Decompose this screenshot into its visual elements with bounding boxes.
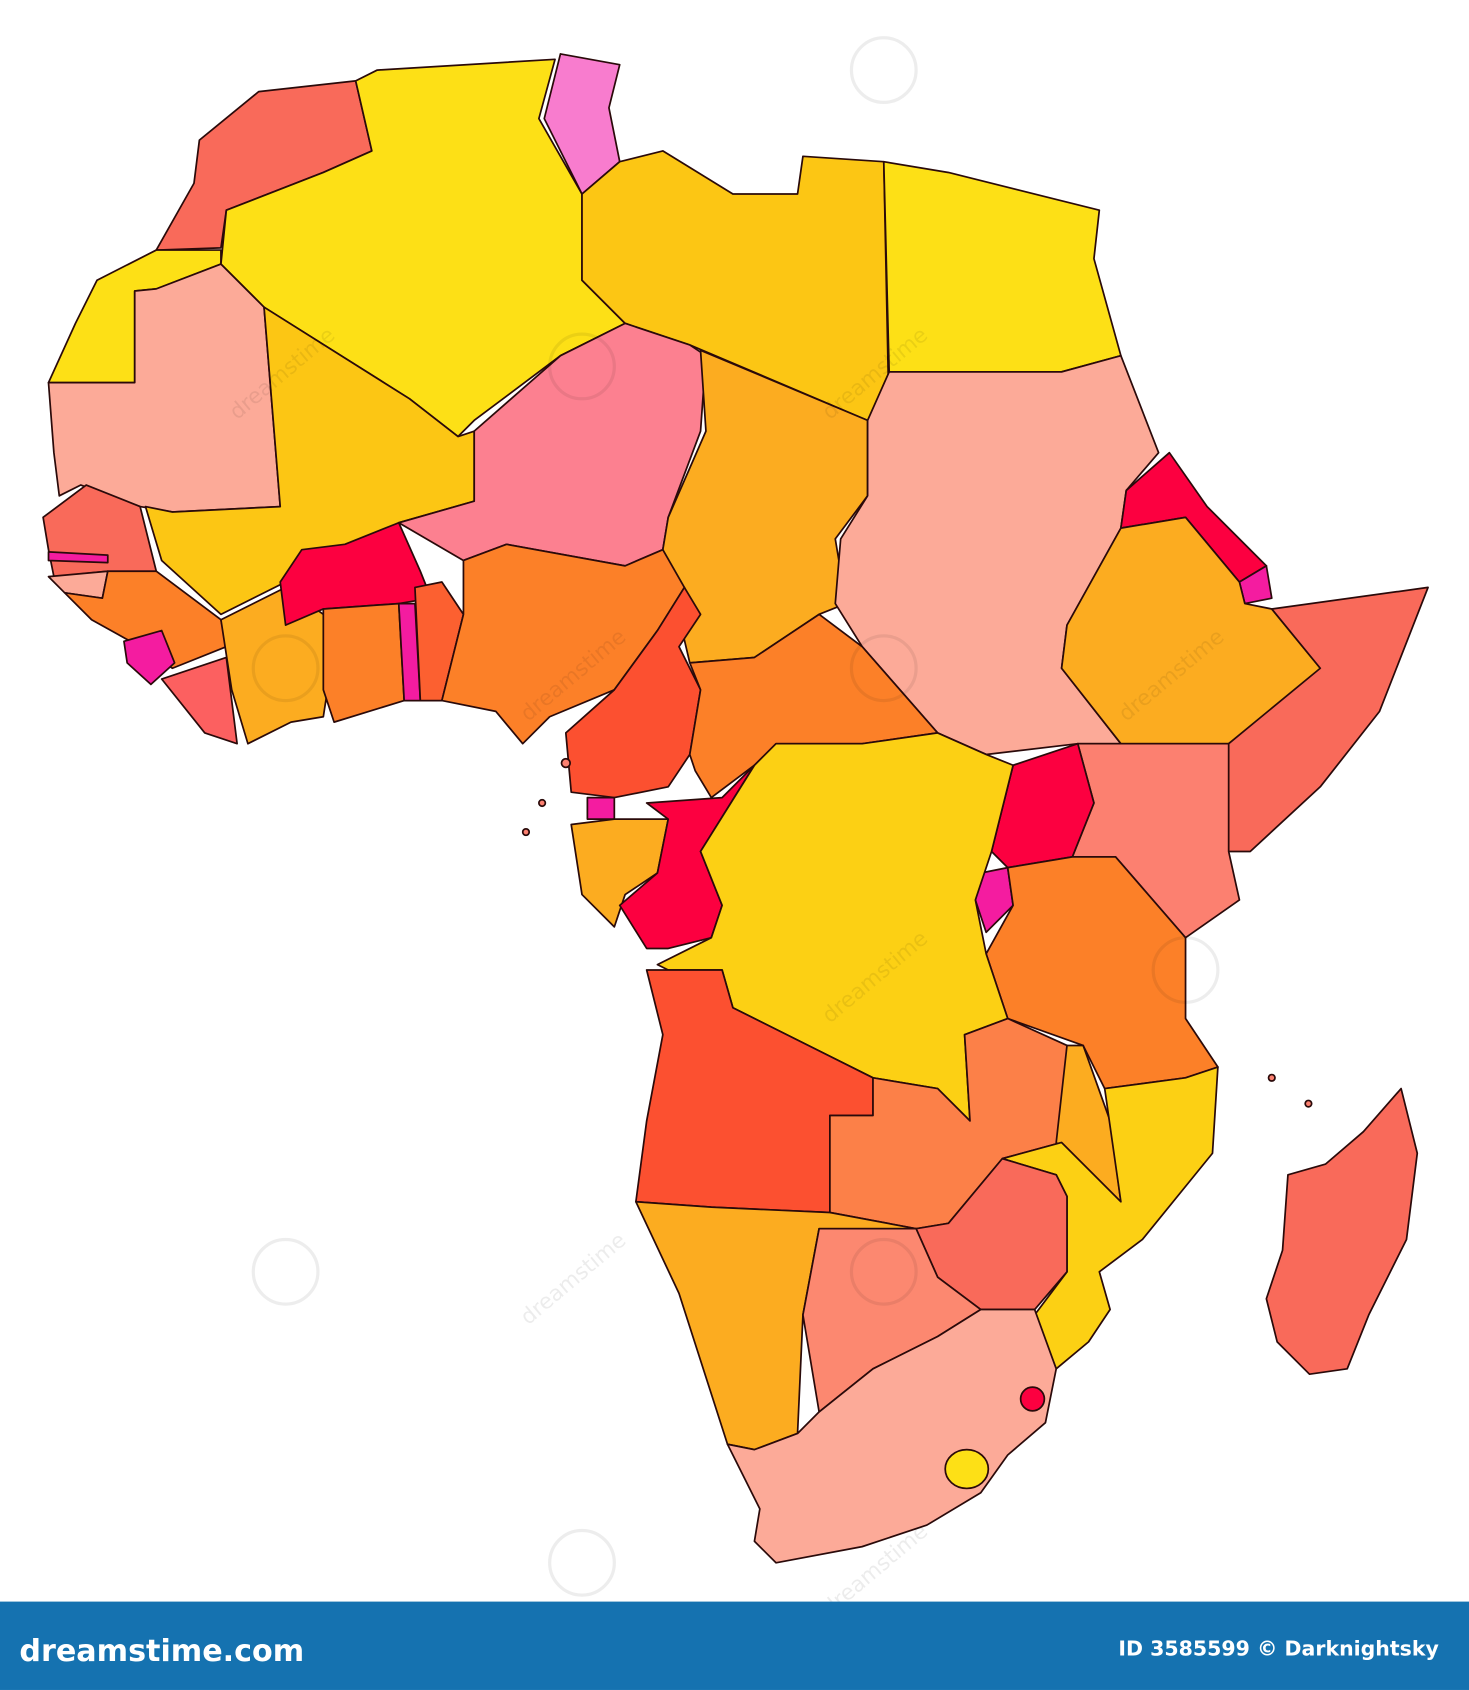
swaziland <box>1019 1386 1046 1412</box>
watermark-swirl <box>849 1237 918 1306</box>
equatorial-guinea <box>586 796 616 820</box>
gambia <box>47 550 109 564</box>
countries <box>42 53 1429 1564</box>
watermark-swirl <box>849 634 918 703</box>
algeria <box>220 58 626 438</box>
footer-brand: dreamstime.com <box>19 1634 304 1669</box>
footer-bar <box>0 1601 1469 1690</box>
island <box>1267 1073 1276 1082</box>
watermark-swirl <box>251 634 320 703</box>
watermark-swirl <box>548 332 616 401</box>
liberia <box>160 656 238 745</box>
island <box>538 798 547 808</box>
ghana <box>322 602 406 723</box>
somalia <box>1227 586 1429 853</box>
cameroon <box>564 586 702 799</box>
footer-credit: ID 3585599 © Darknightsky <box>1118 1636 1438 1660</box>
island <box>560 757 572 769</box>
south-africa <box>726 1308 1058 1564</box>
gabon <box>570 818 670 928</box>
island <box>521 827 531 837</box>
watermark-swirl <box>1151 936 1220 1004</box>
madagascar <box>1265 1087 1419 1376</box>
island <box>1304 1099 1313 1108</box>
sierra-leone <box>123 629 176 686</box>
watermark-swirl <box>548 1528 616 1597</box>
watermark-swirl <box>849 36 918 105</box>
watermark-swirl <box>251 1237 320 1306</box>
lesotho <box>944 1448 990 1490</box>
